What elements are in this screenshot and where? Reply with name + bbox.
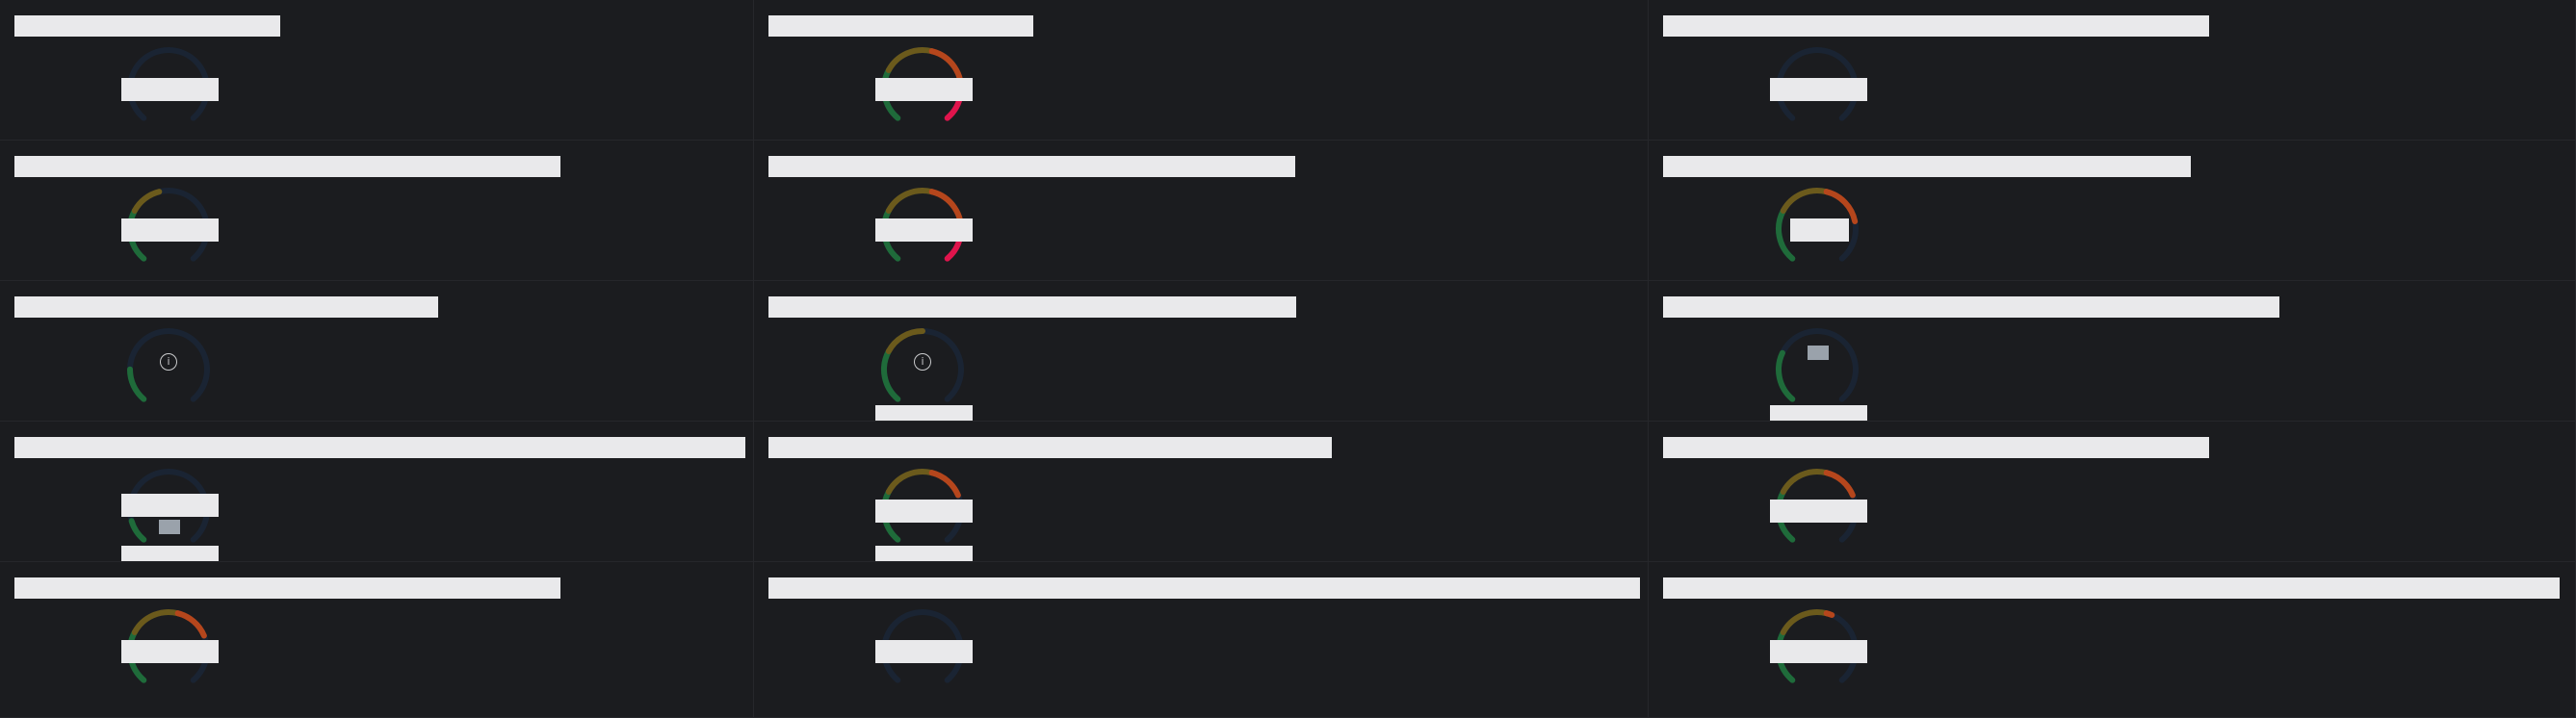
gauge-panel[interactable]: i <box>754 281 1649 422</box>
loading-indicator <box>159 520 180 534</box>
gauge-fill-segment <box>885 47 935 73</box>
gauge <box>863 179 982 280</box>
panel-title[interactable] <box>14 156 560 177</box>
gauge-fill-segment <box>1780 609 1830 635</box>
gauge-fill-segment <box>1776 207 1796 262</box>
gauge-value <box>875 640 973 663</box>
gauge <box>109 38 228 140</box>
gauge-fill-segment <box>174 610 207 639</box>
gauge-fill-segment <box>131 189 163 214</box>
gauge-panel[interactable] <box>754 141 1649 281</box>
gauge: i <box>109 320 228 421</box>
gauge <box>863 601 982 706</box>
gauge-panel[interactable] <box>1649 0 2576 141</box>
gauge-fill-segment <box>928 470 961 499</box>
gauge <box>1757 460 1877 561</box>
gauge <box>1757 38 1877 140</box>
gauge-track <box>1776 328 1859 402</box>
gauge <box>863 38 982 140</box>
gauge-fill-segment <box>1780 469 1830 495</box>
gauge-panel[interactable] <box>0 141 754 281</box>
panel-title[interactable] <box>1663 156 2191 177</box>
gauge-fill-segment <box>131 609 181 635</box>
gauge <box>1757 179 1877 280</box>
panel-title[interactable] <box>14 577 560 599</box>
gauge <box>863 460 982 561</box>
panel-title[interactable] <box>768 156 1295 177</box>
panel-title[interactable] <box>1663 577 2560 599</box>
gauge-value <box>875 500 973 523</box>
gauge-fill-segment <box>1776 349 1796 402</box>
panel-title[interactable] <box>14 15 280 37</box>
gauge-panel[interactable] <box>1649 422 2576 562</box>
panel-title[interactable] <box>768 437 1332 458</box>
gauge-sublabel <box>121 546 219 561</box>
info-circle-icon[interactable]: i <box>160 353 177 371</box>
panel-title[interactable] <box>768 577 1640 599</box>
panel-title[interactable] <box>1663 15 2209 37</box>
gauge-value <box>1770 640 1867 663</box>
gauge-arc <box>1776 188 1859 262</box>
gauge-sublabel <box>875 405 973 421</box>
panel-title[interactable] <box>14 437 745 458</box>
gauge-value <box>121 78 219 101</box>
gauge-panel[interactable] <box>0 0 754 141</box>
gauge-fill-segment <box>127 366 147 402</box>
gauge-value <box>875 218 973 242</box>
gauge-panel[interactable] <box>754 562 1649 718</box>
gauge-panel[interactable]: i <box>0 281 754 422</box>
gauge-panel[interactable] <box>1649 562 2576 718</box>
gauge-panel[interactable] <box>754 422 1649 562</box>
gauge-fill-segment <box>881 347 901 402</box>
gauge <box>109 460 228 561</box>
gauge-value <box>1770 78 1867 101</box>
gauge-fill-segment <box>1823 470 1856 499</box>
gauge: i <box>863 320 982 421</box>
gauge-fill-segment <box>1823 610 1835 619</box>
panel-title[interactable] <box>768 15 1033 37</box>
gauge-value <box>1790 218 1849 242</box>
panel-title[interactable] <box>14 296 438 318</box>
gauge-arc <box>127 328 210 402</box>
gauge-value <box>121 640 219 663</box>
gauge-fill-segment <box>885 469 935 495</box>
gauge <box>1757 601 1877 706</box>
loading-indicator <box>1808 346 1829 360</box>
gauge-panel[interactable] <box>0 562 754 718</box>
gauge-fill-segment <box>1823 189 1859 224</box>
gauge-arc <box>1776 328 1859 402</box>
gauge-fill-segment <box>885 188 935 214</box>
gauge-panel[interactable] <box>1649 281 2576 422</box>
panel-title[interactable] <box>1663 296 2279 318</box>
gauge-panel[interactable] <box>1649 141 2576 281</box>
gauge <box>109 601 228 706</box>
gauge-fill-segment <box>1780 188 1830 214</box>
panel-title[interactable] <box>768 296 1296 318</box>
gauge-value <box>1770 500 1867 523</box>
gauge-sublabel <box>875 546 973 561</box>
gauge-arc <box>881 328 964 402</box>
gauge-value <box>121 218 219 242</box>
gauge-panel[interactable] <box>754 0 1649 141</box>
info-circle-icon[interactable]: i <box>914 353 931 371</box>
gauge-value <box>875 78 973 101</box>
gauge-panel[interactable] <box>0 422 754 562</box>
gauge <box>1757 320 1877 421</box>
gauge <box>109 179 228 280</box>
gauge-fill-segment <box>885 328 925 354</box>
panel-title[interactable] <box>1663 437 2209 458</box>
gauge-fill-segment <box>128 518 147 543</box>
gauge-value <box>121 494 219 517</box>
gauge-sublabel <box>1770 405 1867 421</box>
